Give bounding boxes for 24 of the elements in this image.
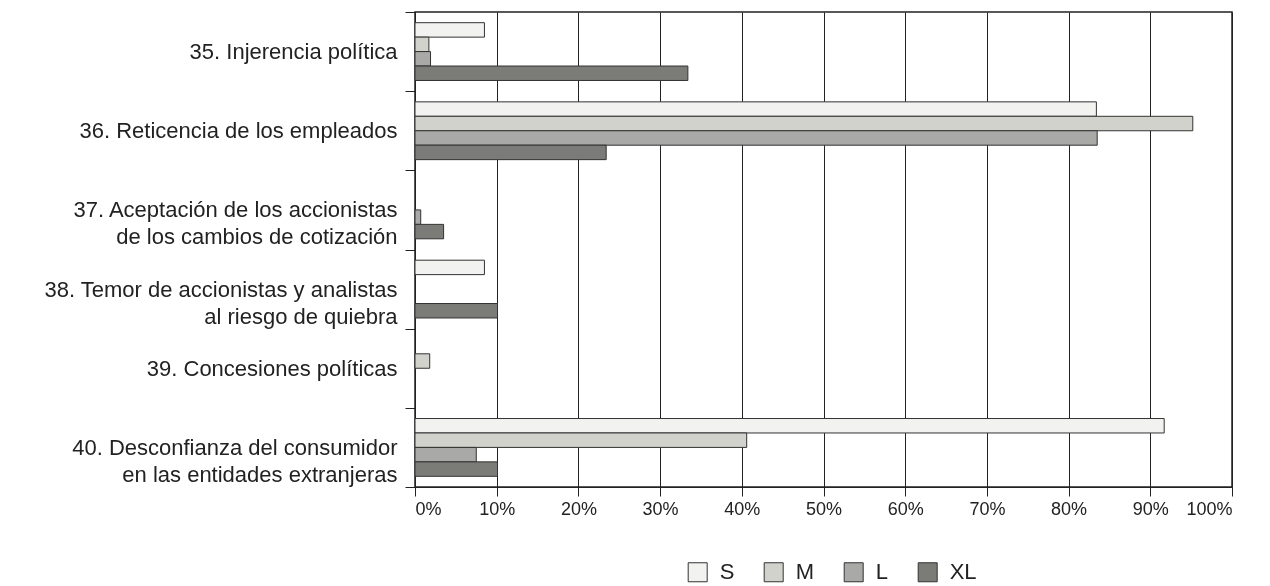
legend-label: S xyxy=(719,559,735,585)
y-tick-label: 40. Desconfianza del consumidor en las entidades extranjeras xyxy=(72,434,398,487)
x-tick-label: 100% xyxy=(1186,498,1233,519)
y-tick-label: 39. Concesiones políticas xyxy=(146,355,398,381)
legend-label: M xyxy=(795,559,815,585)
x-tick-label: 40% xyxy=(724,498,761,519)
legend-label: L xyxy=(875,559,888,585)
bar xyxy=(414,259,485,276)
x-tick-label: 90% xyxy=(1132,498,1169,519)
x-tick-label: 0% xyxy=(415,498,442,519)
x-tick-label: 60% xyxy=(887,498,924,519)
y-tick-label: 37. Aceptación de los accionistas de los cambios de cotización xyxy=(73,197,398,250)
y-tick-label: 35. Injerencia política xyxy=(189,39,399,65)
y-tick-label: 36. Reticencia de los empleados xyxy=(79,118,398,144)
legend-label: XL xyxy=(949,559,977,585)
x-tick-label: 70% xyxy=(969,498,1006,519)
bar xyxy=(414,303,499,319)
bar xyxy=(414,353,431,369)
x-tick-label: 50% xyxy=(805,498,843,519)
x-tick-label: 80% xyxy=(1051,498,1088,519)
y-tick-label: 38. Temor de accionistas y analistas al riesgo de quiebra xyxy=(44,276,399,329)
x-tick-label: 30% xyxy=(642,498,679,519)
x-tick-label: 10% xyxy=(479,498,516,519)
x-tick-label: 20% xyxy=(560,498,597,519)
